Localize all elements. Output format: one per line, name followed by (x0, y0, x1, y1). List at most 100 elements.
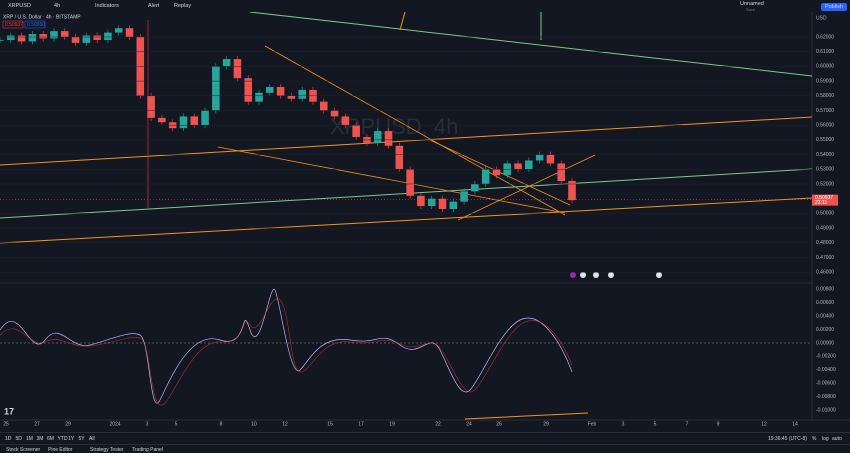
candle (287, 95, 296, 99)
candle (568, 181, 576, 201)
sell-box[interactable] (2, 20, 24, 29)
trendline (464, 412, 589, 420)
candle (7, 35, 15, 40)
range-button[interactable]: YTD (57, 436, 68, 442)
candle (395, 145, 404, 170)
buy-box[interactable] (24, 20, 46, 29)
time-label: 22 (435, 421, 441, 427)
trendline (217, 146, 566, 214)
candle (525, 160, 533, 170)
candle (449, 201, 458, 209)
candle (39, 34, 47, 39)
time-label: 7 (686, 421, 689, 427)
tab[interactable]: Stock Screener (6, 447, 41, 453)
candle (28, 34, 37, 42)
time-label: 8 (220, 421, 223, 427)
macd-tick-label: 0.00600 (816, 300, 834, 306)
trendline (399, 12, 406, 31)
range-button[interactable]: 6M (47, 436, 54, 442)
scale-mode[interactable]: log (822, 436, 829, 442)
candle (471, 184, 479, 192)
time-label: 3 (622, 421, 625, 427)
tab[interactable]: Trading Panel (132, 447, 163, 453)
candle (298, 89, 306, 99)
candle (373, 131, 382, 143)
time-label: 5 (175, 421, 178, 427)
candle (255, 92, 263, 102)
save-button[interactable]: Save (746, 7, 756, 12)
range-button[interactable]: 1Y (68, 436, 75, 442)
time-label: 15 (327, 421, 333, 427)
currency[interactable]: USD (816, 15, 827, 21)
range-button[interactable]: All (89, 436, 95, 442)
price-tick-label: 0.60000 (816, 64, 834, 70)
range-button[interactable]: 5Y (78, 436, 85, 442)
indicators-button[interactable]: Indicators (95, 3, 119, 9)
trendline (249, 12, 813, 77)
price-tick-label: 0.53000 (816, 167, 834, 173)
tab[interactable]: Strategy Tester (90, 447, 124, 453)
macd-tick-label: -0.00600 (816, 381, 836, 387)
replay-button[interactable]: Replay (174, 3, 192, 9)
candle (244, 78, 253, 102)
price-tick-label: 0.62000 (816, 34, 834, 40)
macd-tick-label: -0.00400 (816, 367, 836, 373)
watermark: XRPUSD, 4h (330, 114, 458, 139)
candle (60, 31, 69, 37)
symbol[interactable]: XRPUSD (8, 3, 31, 9)
candle (179, 116, 188, 129)
time-label: 5 (654, 421, 657, 427)
price-tick-label: 0.55000 (816, 137, 834, 143)
time-label: 25 (3, 421, 9, 427)
interval[interactable]: 4h (54, 3, 61, 9)
price-tick-label: 0.58000 (816, 93, 834, 99)
tab[interactable]: Pine Editor (48, 447, 73, 453)
candle (114, 28, 123, 33)
time-label: 3 (146, 421, 149, 427)
price-tick-label: 0.48000 (816, 240, 834, 246)
price-axis: 0.62000 0.61000 0.60000 0.59000 0.58000 0.570… (0, 34, 838, 413)
candle (492, 169, 501, 176)
bottom-toolbar: 1D 5D 1M 3M 6M YTD 1Y 5Y All 19:36:45 (UTC-8)% log… (0, 432, 850, 444)
macd-line (0, 288, 573, 404)
time-label: 12 (282, 421, 288, 427)
alert-button[interactable]: Alert (148, 3, 160, 9)
layout-name[interactable]: Unnamed (740, 1, 764, 7)
price-tick-label: 0.50000 (816, 211, 834, 217)
publish-button[interactable]: Publish (820, 3, 847, 11)
candle (481, 169, 490, 184)
time-label: 26 (496, 421, 502, 427)
chart: XRPUSD, 4h USD 0.62000 0.61000 0.60000 0.59… (0, 12, 850, 432)
range-button[interactable]: 3M (36, 436, 44, 442)
candle (212, 66, 220, 111)
tv-logo: 17 (4, 406, 14, 416)
candle (104, 32, 112, 40)
macd-tick-label: -0.00200 (816, 354, 836, 360)
scale-mode[interactable]: % (812, 436, 817, 442)
chart-bg (0, 12, 850, 432)
candle (17, 35, 26, 42)
trendline (264, 45, 566, 216)
range-button[interactable]: 5D (15, 436, 22, 442)
price-tick-label: 0.61000 (816, 49, 834, 55)
candle (0, 39, 4, 41)
trendline (457, 154, 596, 221)
macd-tick-label: -0.01000 (816, 407, 836, 413)
trendline (0, 168, 813, 219)
candle (71, 37, 80, 43)
range-button[interactable]: 1D (5, 436, 12, 442)
event-icons (570, 272, 662, 278)
scale-mode[interactable]: auto (832, 436, 842, 442)
time-label: 10 (251, 421, 257, 427)
candle (125, 28, 134, 37)
sell-price[interactable]: 0.50937 (5, 22, 23, 28)
range-button[interactable]: 1M (26, 436, 33, 442)
candle (384, 131, 393, 146)
buy-price[interactable]: 0.50950 (27, 22, 45, 28)
trendline (0, 197, 813, 244)
time-label: 12 (761, 421, 767, 427)
macd-tick-label: 0.00800 (816, 287, 834, 293)
candle (93, 35, 101, 40)
time-label: 14 (792, 421, 798, 427)
